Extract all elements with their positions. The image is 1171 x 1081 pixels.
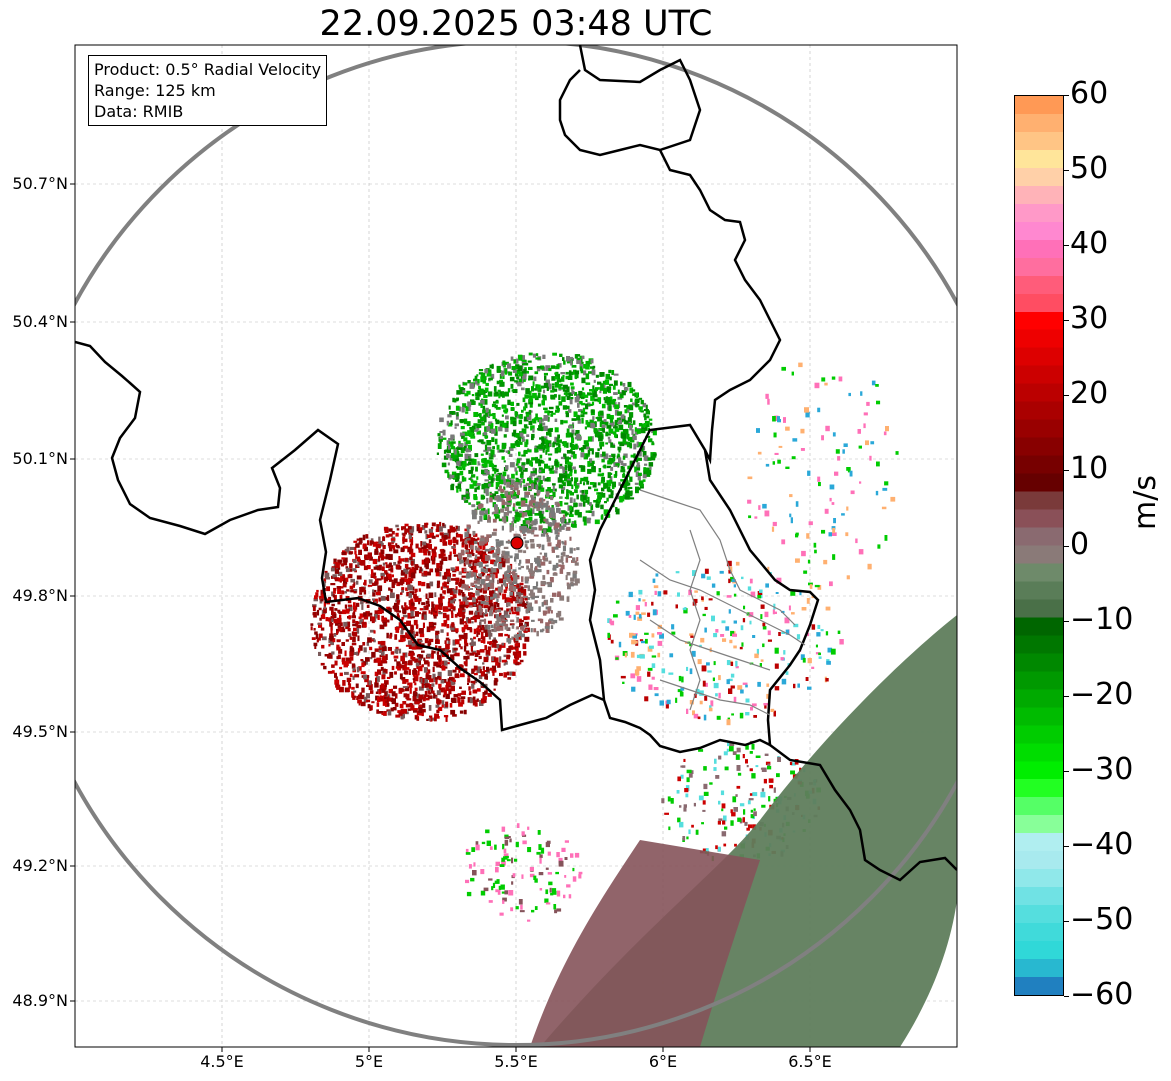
colorbar-tick [1064,996,1069,997]
region-borders [639,489,806,716]
colorbar-label: m/s [1128,475,1163,530]
colorbar-tick [1064,695,1069,697]
colorbar-tick [1064,470,1069,472]
colorbar-tick [1064,770,1069,772]
colorbar-tick-label: 50 [1070,151,1109,187]
colorbar-tick-label: 0 [1070,526,1090,562]
colorbar-tick-label: 20 [1070,376,1109,412]
lat-label: 49.2°N [12,856,68,875]
lon-label: 5.5°E [494,1052,538,1071]
colorbar-tick [1064,245,1069,247]
lon-label: 6°E [648,1052,678,1071]
colorbar-tick-label: −50 [1070,901,1134,937]
lat-label: 48.9°N [12,991,68,1010]
colorbar-tick [1064,170,1069,172]
colorbar-tick-label: −10 [1070,601,1134,637]
echo-band-southeast-brown [530,840,760,1047]
colorbar-tick [1064,845,1069,847]
colorbar [1014,95,1064,996]
lat-label: 50.7°N [12,174,68,193]
axis-ticks [70,183,811,1052]
info-data: Data: RMIB [94,102,184,121]
lon-label: 6.5°E [788,1052,832,1071]
colorbar-tick-label: 40 [1070,226,1109,262]
lat-label: 49.5°N [12,722,68,741]
colorbar-tick [1064,395,1069,397]
radar-site-marker [510,536,524,550]
colorbar-tick-label: 60 [1070,76,1109,111]
colorbar-tick [1064,95,1069,96]
colorbar-tick-label: −20 [1070,676,1134,712]
colorbar-tick-label: −40 [1070,826,1134,862]
info-range: Range: 125 km [94,81,216,100]
colorbar-tick [1064,545,1069,547]
info-product: Product: 0.5° Radial Velocity [94,60,322,79]
colorbar-tick [1064,920,1069,922]
country-borders [75,45,957,882]
lat-label: 49.8°N [12,586,68,605]
colorbar-tick [1064,620,1069,622]
lat-label: 50.1°N [12,449,68,468]
lat-label: 50.4°N [12,312,68,331]
colorbar-tick-label: 10 [1070,451,1109,487]
colorbar-tick-label: 30 [1070,301,1109,337]
lon-label: 4.5°E [200,1052,244,1071]
info-box: Product: 0.5° Radial Velocity Range: 125… [88,55,328,126]
map-title: 22.09.2025 03:48 UTC [319,4,713,44]
colorbar-tick-label: −30 [1070,751,1134,787]
lon-label: 5°E [354,1052,384,1071]
colorbar-tick [1064,320,1069,322]
range-ring [75,45,957,1047]
colorbar-tick-label: −60 [1070,977,1134,1012]
